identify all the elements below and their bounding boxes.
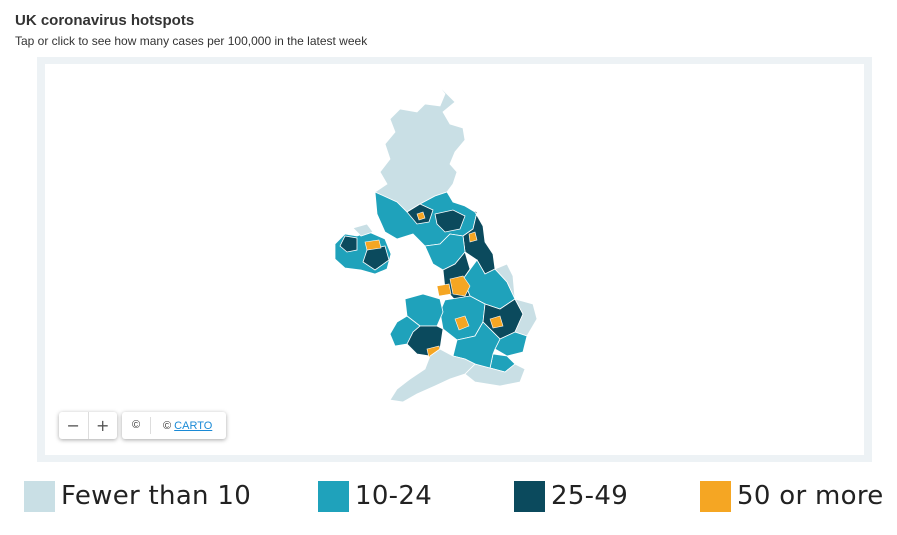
legend-swatch: [24, 480, 55, 512]
region-ni-hotspot[interactable]: [364, 239, 382, 251]
region-south-east[interactable]: [464, 363, 526, 387]
region-midlands-hotspot-1[interactable]: [454, 315, 470, 331]
region-wales-west[interactable]: [389, 315, 421, 347]
region-north-england-hotspot-1[interactable]: [449, 275, 471, 297]
map-canvas[interactable]: [45, 64, 864, 455]
legend-label: Fewer than 10: [61, 481, 252, 511]
map-frame: [37, 57, 872, 462]
legend-item-fewer-than-10: Fewer than 10: [24, 480, 251, 512]
legend-swatch: [700, 480, 731, 512]
region-scotland[interactable]: [374, 83, 466, 213]
attribution-prefix: ©: [163, 419, 172, 432]
legend-item-10-24: 10-24: [318, 480, 432, 512]
zoom-controls: − +: [59, 412, 117, 439]
attribution-text: © CARTO: [151, 420, 212, 432]
region-scotland-hotspot[interactable]: [416, 211, 426, 221]
region-belfast[interactable]: [339, 235, 358, 253]
region-east-yorkshire[interactable]: [494, 263, 516, 300]
copyright-toggle[interactable]: ©: [122, 417, 151, 434]
legend-label: 25-49: [551, 481, 629, 511]
legend-swatch: [318, 480, 349, 512]
region-newcastle-hotspot[interactable]: [468, 231, 478, 243]
region-midlands-hotspot-2[interactable]: [489, 315, 504, 329]
map-attribution: © © CARTO: [122, 412, 226, 439]
region-ni-east[interactable]: [362, 245, 390, 271]
region-ni-west[interactable]: [352, 223, 374, 237]
legend-label: 10-24: [355, 481, 433, 511]
region-north-england-hotspot-2[interactable]: [436, 283, 452, 297]
legend-label: 50 or more: [737, 481, 884, 511]
legend-item-25-49: 25-49: [514, 480, 628, 512]
page-subtitle: Tap or click to see how many cases per 1…: [15, 34, 368, 48]
zoom-out-button[interactable]: −: [66, 416, 80, 435]
uk-map-svg[interactable]: [45, 64, 864, 455]
zoom-in-button[interactable]: +: [87, 412, 118, 439]
region-lanarkshire[interactable]: [434, 209, 466, 233]
region-south-west[interactable]: [389, 348, 476, 403]
page-title: UK coronavirus hotspots: [15, 12, 195, 29]
carto-link[interactable]: CARTO: [174, 419, 213, 432]
legend-swatch: [514, 480, 545, 512]
legend-item-50-or-more: 50 or more: [700, 480, 884, 512]
